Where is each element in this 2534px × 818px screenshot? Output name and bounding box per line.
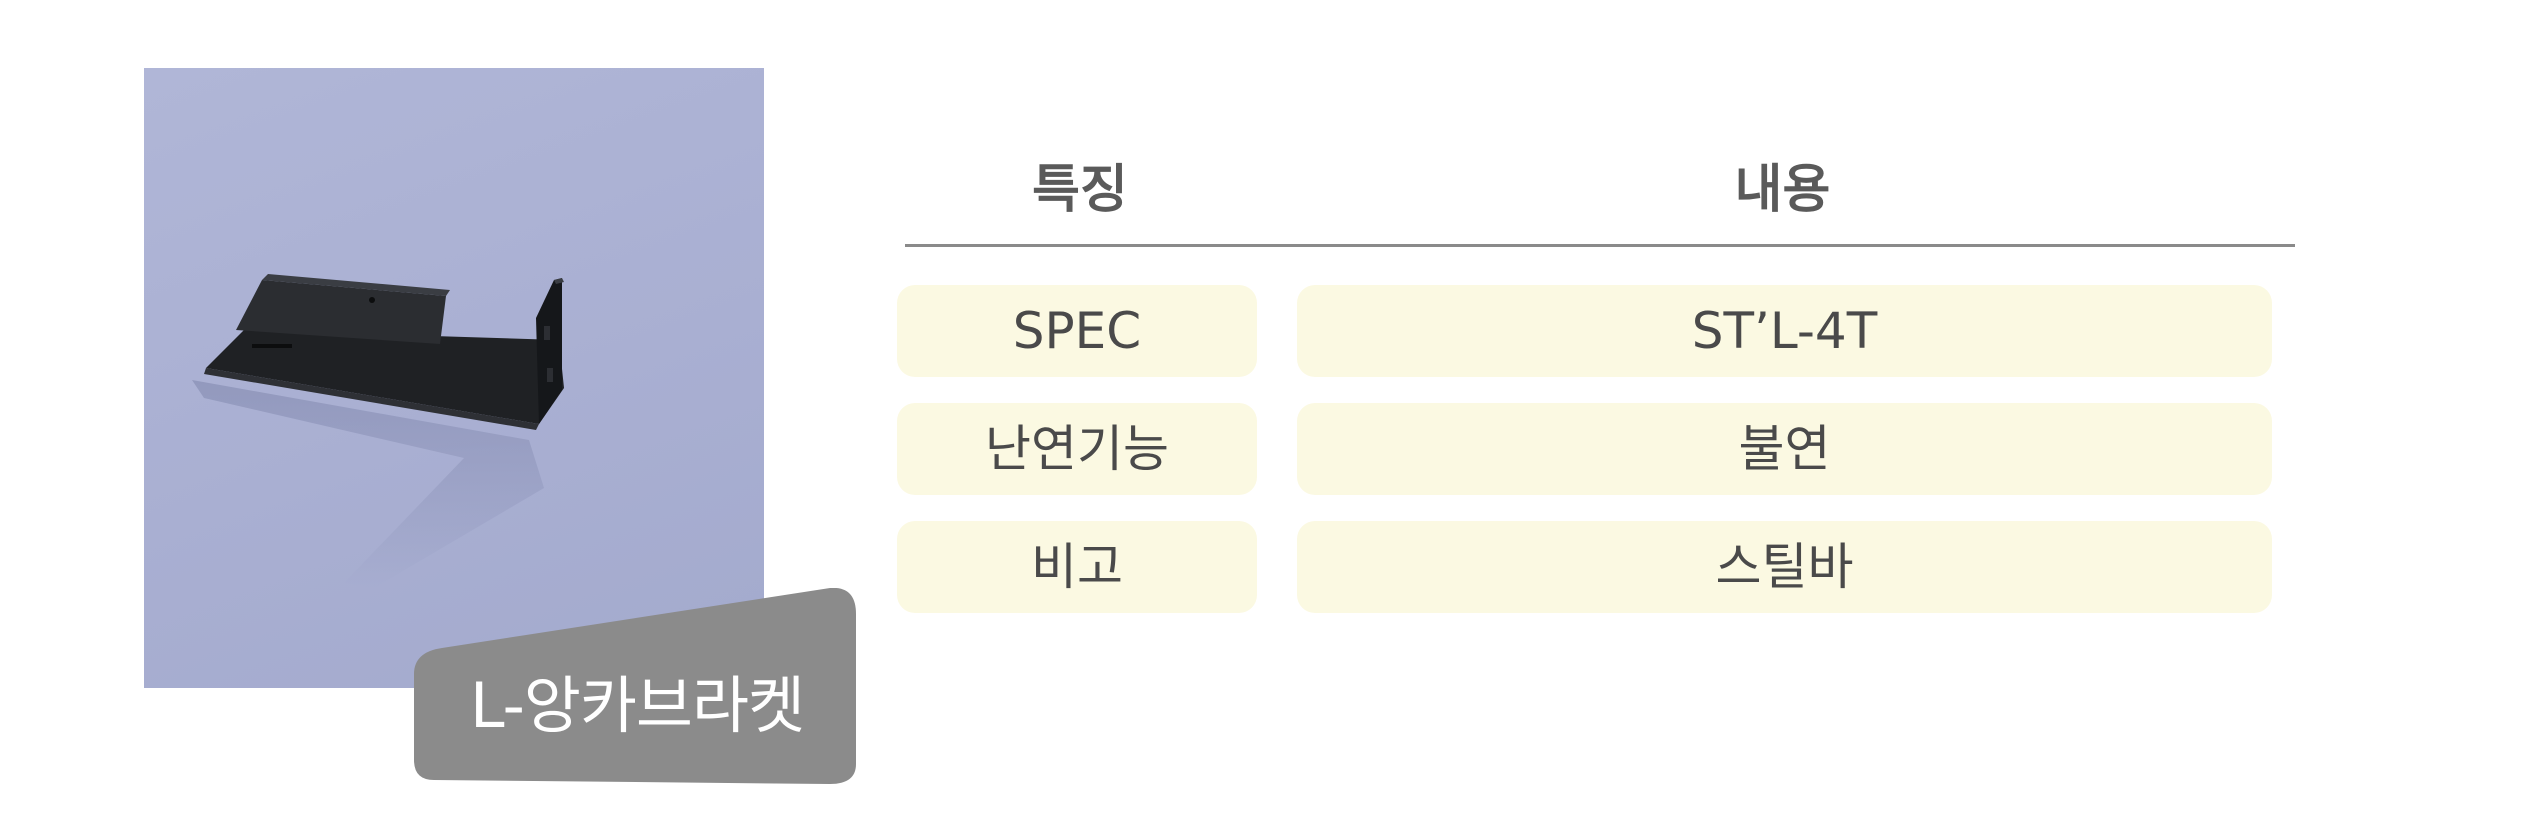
- spec-table: 특징 내용 SPEC ST’L-4T 난연기능 불연 비고 스틸바: [897, 150, 2295, 620]
- bracket-illustration: [192, 274, 564, 588]
- product-name: L-앙카브라켓: [470, 669, 805, 742]
- bracket-slot: [252, 344, 292, 348]
- bracket-base-edge: [204, 368, 539, 430]
- name-tag-shape: [414, 588, 856, 784]
- header-content: 내용: [1734, 160, 1831, 220]
- row-feature-cell: 난연기능: [897, 403, 1257, 495]
- bracket-flange: [536, 278, 562, 424]
- header-divider: [905, 244, 2295, 247]
- header-feature: 특징: [1032, 160, 1128, 220]
- row-feature-cell: SPEC: [897, 285, 1257, 377]
- bracket-flange-top: [554, 278, 564, 284]
- table-row: 난연기능 불연: [897, 403, 2272, 495]
- product-photo: [144, 68, 764, 688]
- row-feature-cell: 비고: [897, 521, 1257, 613]
- bracket-shadow: [192, 380, 544, 588]
- bracket-flange-slot: [547, 368, 553, 382]
- bracket-raised-tab: [236, 280, 446, 344]
- bracket-flange-slot: [544, 326, 550, 340]
- row-content-cell: ST’L-4T: [1297, 285, 2272, 377]
- table-row: SPEC ST’L-4T: [897, 285, 2272, 377]
- row-content-cell: 불연: [1297, 403, 2272, 495]
- bracket-tab-top-edge: [262, 274, 450, 296]
- bracket-base-plate: [206, 330, 564, 424]
- table-row: 비고 스틸바: [897, 521, 2272, 613]
- bracket-hole: [369, 297, 375, 303]
- product-name-tag: L-앙카브라켓: [410, 588, 856, 784]
- row-content-cell: 스틸바: [1297, 521, 2272, 613]
